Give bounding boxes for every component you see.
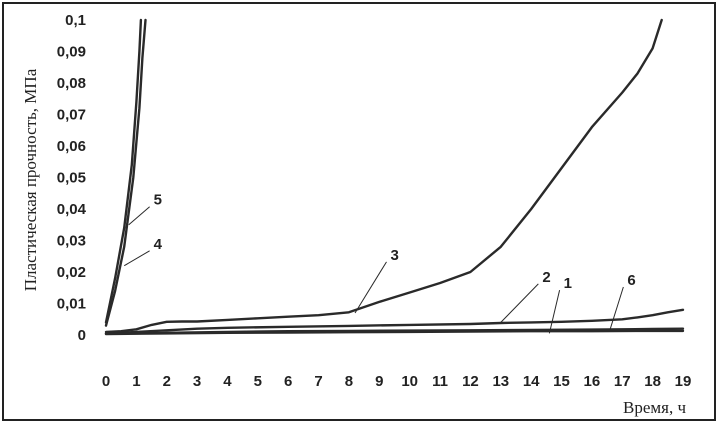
x-tick-label: 14 <box>523 373 540 390</box>
x-tick-label: 3 <box>193 373 201 390</box>
x-tick-label: 7 <box>314 373 322 390</box>
x-tick-label: 13 <box>492 373 509 390</box>
x-tick-label: 6 <box>284 373 292 390</box>
series-line-2 <box>104 308 685 335</box>
x-tick-label: 1 <box>132 373 140 390</box>
leader-line-5 <box>128 206 150 226</box>
y-axis-label: Пластическая прочность, МПа <box>21 68 40 291</box>
y-tick-label: 0,08 <box>57 75 86 92</box>
y-tick-label: 0,07 <box>57 107 86 124</box>
x-tick-label: 10 <box>401 373 418 390</box>
x-tick-label: 11 <box>432 373 448 390</box>
series-curves <box>104 18 685 336</box>
leader-line-3 <box>354 261 387 314</box>
x-tick-label: 15 <box>553 373 570 390</box>
y-tick-label: 0,03 <box>57 233 86 250</box>
x-tick-label: 18 <box>644 373 661 390</box>
leader-line-6 <box>609 286 624 330</box>
y-tick-label: 0,1 <box>65 12 86 29</box>
x-tick-label: 16 <box>584 373 601 390</box>
leader-line-1 <box>548 290 561 334</box>
series-label-4: 4 <box>154 236 163 253</box>
series-label-6: 6 <box>627 272 635 289</box>
x-tick-label: 12 <box>462 373 479 390</box>
x-tick-label: 0 <box>102 373 110 390</box>
leader-line-4 <box>123 250 150 267</box>
x-tick-label: 9 <box>375 373 383 390</box>
series-label-3: 3 <box>391 247 399 264</box>
x-tick-label: 5 <box>254 373 262 390</box>
x-tick-label: 17 <box>614 373 631 390</box>
series-label-5: 5 <box>154 192 162 209</box>
x-tick-label: 19 <box>675 373 692 390</box>
series-labels: 12 3 4 5 6 <box>123 192 636 334</box>
y-tick-label: 0,02 <box>57 264 86 281</box>
x-tick-label: 2 <box>163 373 171 390</box>
y-tick-labels: 0 0,01 0,02 0,03 0,04 0,05 0,06 0,07 0,08 0,09 0,1 <box>57 12 87 344</box>
y-tick-label: 0,06 <box>57 138 86 155</box>
y-tick-label: 0,05 <box>57 170 86 187</box>
x-tick-labels: 0 1 2 3 4 5 6 7 8 9 10 11 12 13 14 15 16 17 18 19 <box>102 373 692 390</box>
x-tick-label: 4 <box>223 373 232 390</box>
x-tick-label: 8 <box>345 373 353 390</box>
series-label-1: 1 <box>564 275 572 292</box>
y-tick-label: 0,01 <box>57 296 86 313</box>
y-tick-label: 0 <box>78 327 86 344</box>
x-axis-label: Время, ч <box>623 398 686 417</box>
series-line-5 <box>104 18 143 324</box>
chart-frame <box>2 2 716 421</box>
series-line-6 <box>104 329 685 336</box>
y-tick-label: 0,09 <box>57 44 86 61</box>
series-line-4 <box>104 18 147 327</box>
y-tick-label: 0,04 <box>57 201 87 218</box>
series-label-2: 2 <box>542 269 550 286</box>
series-line-3 <box>104 18 663 334</box>
leader-line-2 <box>500 283 539 323</box>
